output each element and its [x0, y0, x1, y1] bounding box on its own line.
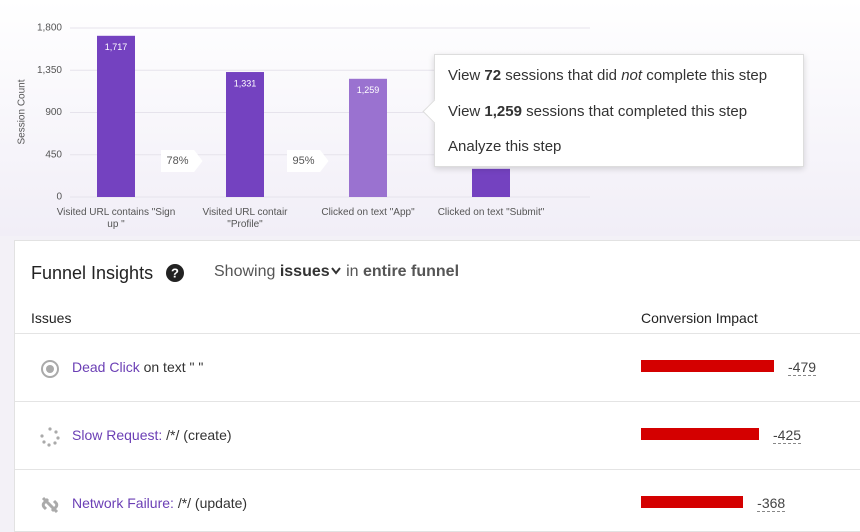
- issue-type[interactable]: Dead Click: [72, 359, 140, 375]
- issue-label[interactable]: Slow Request: /*/ (create): [72, 427, 232, 443]
- svg-text:?: ?: [171, 265, 179, 280]
- x-tick-label: Visited URL contair "Profile": [202, 207, 288, 230]
- impact-bar: [641, 360, 774, 372]
- filter-line: Showing issues in entire funnel: [214, 263, 459, 281]
- issue-type[interactable]: Network Failure:: [72, 495, 174, 511]
- impact-label: -368: [757, 495, 786, 512]
- issue-detail: /*/ (update): [177, 495, 248, 511]
- impact-label: -425: [773, 427, 802, 444]
- tooltip: View 72 sessions that did not complete t…: [434, 54, 804, 167]
- dead-click-icon: [41, 360, 59, 378]
- text: in: [346, 263, 359, 280]
- x-tick-label: Visited URL contains "Sign up ": [56, 207, 176, 230]
- text: View: [448, 67, 485, 84]
- divider: [15, 469, 860, 470]
- text: View: [448, 103, 485, 120]
- text: sessions that completed this step: [521, 103, 748, 120]
- column-header: Conversion Impact: [641, 310, 758, 326]
- count: 1,259: [484, 103, 522, 120]
- impact-bar: [641, 496, 744, 508]
- x-tick-label: Clicked on text "Submit": [437, 207, 545, 218]
- help-icon[interactable]: ?: [165, 263, 185, 283]
- x-tick-label: Clicked on text "App": [321, 207, 415, 218]
- emphasis: not: [621, 67, 643, 84]
- filter-dropdown[interactable]: issues: [279, 263, 330, 280]
- issue-detail: /*/ (create): [166, 427, 232, 443]
- bar: [226, 72, 264, 197]
- issue-label[interactable]: Network Failure: /*/ (update): [72, 495, 247, 511]
- slow-request-icon: [40, 427, 60, 447]
- text: sessions that did: [501, 67, 622, 84]
- tooltip-item[interactable]: View 1,259 sessions that completed this …: [448, 103, 747, 120]
- y-tick-label: 1,800: [37, 23, 62, 34]
- insights-panel: Funnel Insights ? Showing issues in enti…: [14, 240, 860, 532]
- impact-bar: [641, 428, 759, 440]
- bar-label: 1,717: [105, 42, 128, 52]
- y-tick-label: 900: [45, 107, 62, 118]
- bar-label: 1,331: [234, 78, 257, 88]
- panel-title: Funnel Insights: [31, 263, 154, 283]
- y-tick-label: 1,350: [37, 65, 62, 76]
- issue-label[interactable]: Dead Click on text " ": [72, 359, 203, 375]
- bar: [472, 168, 510, 197]
- bar-label: 1,259: [357, 85, 380, 95]
- step-conversion: 78%: [160, 150, 203, 172]
- count: 72: [484, 67, 502, 84]
- text: complete this step: [642, 67, 768, 84]
- issue-detail: on text " ": [143, 359, 204, 375]
- network-failure-icon: [41, 496, 59, 514]
- scope: entire funnel: [363, 263, 460, 280]
- chart: Session Count 0 450 900 1,350 1,800 1,717 1,33…: [17, 23, 590, 203]
- bar: [349, 78, 387, 197]
- y-tick-label: 450: [45, 149, 62, 160]
- issue-type[interactable]: Slow Request:: [72, 427, 163, 443]
- y-tick-label: 0: [56, 192, 62, 203]
- bar: [97, 35, 135, 197]
- tooltip-item[interactable]: View 72 sessions that did not complete t…: [448, 67, 767, 84]
- tooltip-item[interactable]: Analyze this step: [448, 138, 562, 155]
- chevron: [330, 267, 341, 275]
- y-axis-label: Session Count: [17, 79, 28, 144]
- divider: [15, 401, 860, 402]
- text: Showing: [214, 263, 276, 280]
- step-conversion: 95%: [286, 150, 329, 172]
- divider: [15, 333, 860, 334]
- impact-label: -479: [788, 359, 817, 376]
- column-header: Issues: [31, 310, 72, 326]
